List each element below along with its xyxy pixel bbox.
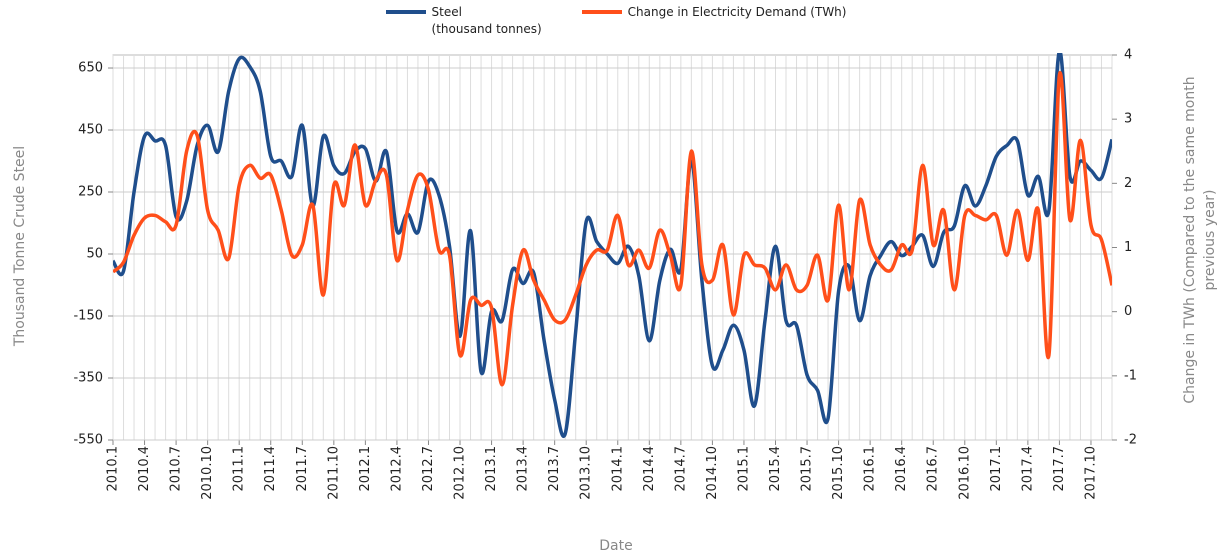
y-tick-label: -150 [73, 309, 103, 324]
legend-entry: Change in Electricity Demand (TWh) [581, 4, 847, 38]
y2-tick-label: 3 [1124, 112, 1132, 127]
x-tick-label: 2017.10 [1083, 446, 1098, 500]
y-axis-title: Thousand Tonne Crude Steel [12, 145, 28, 347]
y-tick-label: -350 [73, 371, 103, 386]
y-tick-label: 650 [78, 61, 103, 76]
y2-tick-label: -2 [1124, 433, 1137, 448]
y-tick-label: 450 [78, 123, 103, 138]
y2-tick-label: 1 [1124, 240, 1132, 255]
x-tick-label: 2017.1 [989, 446, 1004, 492]
x-tick-label: 2014.4 [642, 446, 657, 492]
legend-swatch [581, 10, 622, 14]
plot-area [112, 54, 1113, 441]
x-tick-label: 2014.7 [673, 446, 688, 492]
x-axis-title: Date [599, 538, 633, 554]
y-tick-label: -550 [73, 433, 103, 448]
y2-tick-label: -1 [1124, 368, 1137, 383]
y2-axis-title: Change in TWh (Compared to the same mont… [1182, 76, 1218, 404]
x-tick-label: 2017.4 [1020, 446, 1035, 492]
x-tick-label: 2015.1 [736, 446, 751, 492]
x-tick-label: 2016.4 [894, 446, 909, 492]
y2-tick-label: 2 [1124, 176, 1132, 191]
legend-label: Steel (thousand tonnes) [431, 5, 542, 36]
x-tick-label: 2010.4 [137, 446, 152, 492]
y-tick-label: 50 [86, 247, 103, 262]
x-tick-label: 2015.10 [831, 446, 846, 500]
x-tick-label: 2011.4 [263, 446, 278, 492]
x-tick-label: 2013.10 [579, 446, 594, 500]
x-tick-label: 2012.10 [453, 446, 468, 500]
y-tick-label: 250 [78, 185, 103, 200]
x-tick-label: 2014.10 [705, 446, 720, 500]
x-tick-label: 2016.10 [957, 446, 972, 500]
legend-swatch [385, 10, 426, 14]
x-tick-label: 2010.1 [106, 446, 121, 492]
x-tick-label: 2011.10 [326, 446, 341, 500]
x-tick-label: 2015.7 [800, 446, 815, 492]
x-tick-label: 2010.7 [169, 446, 184, 492]
legend: Steel (thousand tonnes) Change in Electri… [0, 4, 1232, 38]
series-line [113, 70, 1112, 387]
x-tick-label: 2013.4 [516, 446, 531, 492]
legend-entry: Steel (thousand tonnes) [385, 4, 542, 38]
x-tick-label: 2012.4 [389, 446, 404, 492]
x-tick-label: 2017.7 [1052, 446, 1067, 492]
x-tick-label: 2014.1 [610, 446, 625, 492]
x-tick-label: 2013.1 [484, 446, 499, 492]
x-tick-label: 2012.1 [358, 446, 373, 492]
legend-label: Change in Electricity Demand (TWh) [627, 5, 847, 19]
x-tick-label: 2011.7 [295, 446, 310, 492]
x-tick-label: 2013.7 [547, 446, 562, 492]
y2-tick-label: 4 [1124, 48, 1132, 63]
x-tick-label: 2010.10 [200, 446, 215, 500]
x-tick-label: 2015.4 [768, 446, 783, 492]
y2-tick-label: 0 [1124, 304, 1132, 319]
x-tick-label: 2016.7 [926, 446, 941, 492]
x-tick-label: 2016.1 [863, 446, 878, 492]
x-tick-label: 2012.7 [421, 446, 436, 492]
x-tick-label: 2011.1 [232, 446, 247, 492]
